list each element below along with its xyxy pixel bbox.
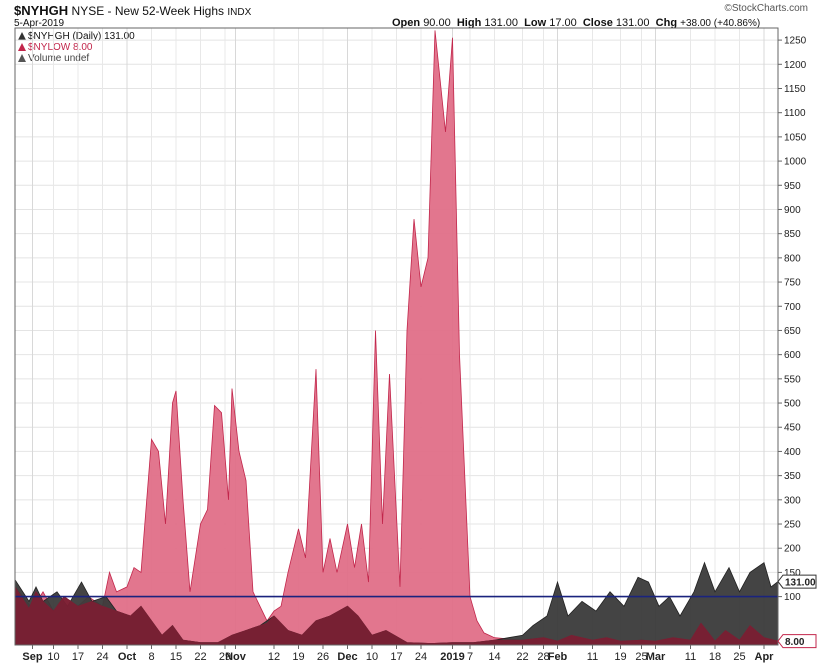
x-tick-label: 19 (292, 651, 304, 663)
y-tick-label: 1100 (784, 108, 806, 119)
exchange: INDX (227, 7, 252, 18)
brand-logo: ©StockCharts.com (724, 3, 808, 14)
high-value: 131.00 (484, 17, 519, 29)
x-tick-label: 10 (366, 651, 378, 663)
legend-item-nylow: $NYLOW 8.00 (18, 42, 92, 53)
x-tick-label: 11 (587, 651, 598, 663)
x-tick-label: 26 (317, 651, 329, 663)
chart-date: 5-Apr-2019 (14, 18, 65, 29)
legend-item-nyhgh: $NYHGH (Daily) 131.00 (18, 31, 135, 42)
x-tick-label: 17 (72, 651, 84, 663)
x-tick-label: 12 (268, 651, 280, 663)
y-tick-label: 150 (784, 568, 801, 579)
chg-value: +38.00 (+40.86%) (680, 18, 761, 29)
last-value-nyhgh: 131.00 (777, 574, 817, 589)
x-tick-label: 10 (47, 651, 59, 663)
symbol: $NYHGH (14, 3, 69, 18)
last-value-box (777, 574, 817, 589)
close-label: Close (582, 17, 613, 29)
series-area--nylow-overlap (14, 585, 779, 646)
ohlc-readout: Open 90.00 High 131.00 Low 17.00 Close 1… (392, 17, 760, 29)
legend-item-volume: Volume undef (18, 53, 89, 64)
x-tick-label: 28 (537, 651, 549, 663)
x-tick-label: 24 (96, 651, 108, 663)
x-tick-label: Oct (118, 651, 137, 663)
x-tick-label: Nov (225, 651, 247, 663)
y-tick-label: 900 (784, 205, 801, 216)
y-tick-label: 250 (784, 520, 801, 531)
open-value: 90.00 (423, 17, 451, 29)
y-tick-label: 850 (784, 229, 801, 240)
x-tick-label: 22 (194, 651, 206, 663)
x-tick-label: 19 (614, 651, 626, 663)
y-tick-label: 550 (784, 374, 801, 385)
x-tick-label: 25 (635, 651, 647, 663)
y-tick-label: 500 (784, 399, 801, 410)
x-tick-label: 22 (516, 651, 528, 663)
x-tick-label: Dec (337, 651, 357, 663)
x-tick-label: Sep (22, 651, 42, 663)
y-tick-label: 450 (784, 423, 801, 434)
y-tick-label: 950 (784, 181, 801, 192)
y-tick-label: 600 (784, 350, 801, 361)
y-tick-label: 1150 (784, 84, 806, 95)
description: NYSE - New 52-Week Highs (71, 4, 225, 18)
x-tick-label: Feb (548, 651, 568, 663)
x-tick-label: Mar (646, 651, 666, 663)
legend-swatch-icon (18, 32, 26, 40)
x-tick-label: Apr (755, 651, 775, 663)
x-tick-label: 29 (219, 651, 231, 663)
x-tick-label: 8 (148, 651, 154, 663)
y-tick-label: 1200 (784, 60, 807, 71)
last-value-labels: 131.00 8.00 (777, 574, 817, 649)
x-tick-label: 14 (488, 651, 500, 663)
y-tick-label: 350 (784, 471, 801, 482)
open-label: Open (392, 17, 421, 29)
x-tick-label: 11 (685, 651, 696, 663)
low-label: Low (524, 17, 547, 29)
last-value-box (777, 634, 817, 649)
x-tick-label: 7 (467, 651, 473, 663)
y-tick-label: 300 (784, 495, 801, 506)
high-label: High (456, 17, 482, 29)
y-tick-label: 750 (784, 278, 801, 289)
last-value-nylow: 8.00 (777, 634, 817, 649)
legend-swatch-icon (18, 43, 26, 51)
y-tick-label: 650 (784, 326, 801, 337)
y-tick-label: 1250 (784, 36, 807, 47)
x-tick-label: 18 (709, 651, 721, 663)
x-tick-label: 15 (170, 651, 182, 663)
last-value-text: 131.00 (785, 578, 816, 589)
x-tick-label: 25 (733, 651, 745, 663)
x-tick-label: 17 (390, 651, 402, 663)
x-tick-label: 2019 (440, 651, 464, 663)
last-value-text: 8.00 (785, 637, 805, 648)
y-tick-label: 1050 (784, 132, 807, 143)
chg-label: Chg (655, 17, 678, 29)
y-axis: 100 150 200 250 300 350 400 450 500 550 600 650 700 7… (778, 36, 807, 603)
y-tick-label: 700 (784, 302, 801, 313)
low-value: 17.00 (549, 17, 577, 29)
y-tick-label: 1000 (784, 157, 807, 168)
y-tick-label: 100 (784, 592, 801, 603)
close-value: 131.00 (615, 17, 650, 29)
chart-title: $NYHGH NYSE - New 52-Week Highs INDX (14, 3, 251, 18)
y-tick-label: 400 (784, 447, 801, 458)
y-tick-label: 200 (784, 544, 801, 555)
legend-swatch-icon (18, 54, 26, 62)
y-tick-label: 800 (784, 253, 801, 264)
x-tick-label: 24 (415, 651, 427, 663)
